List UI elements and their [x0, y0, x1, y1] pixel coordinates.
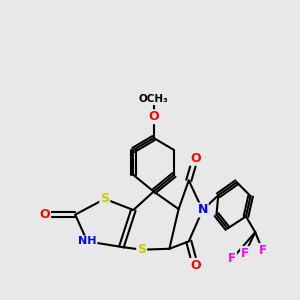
Text: N: N	[197, 203, 208, 217]
Text: S: S	[100, 192, 109, 206]
Text: O: O	[40, 208, 50, 221]
Text: O: O	[190, 152, 200, 165]
Text: O: O	[190, 259, 200, 272]
Text: S: S	[137, 243, 146, 256]
Text: F: F	[259, 244, 267, 257]
Text: F: F	[228, 252, 236, 266]
Text: O: O	[148, 110, 159, 123]
Text: NH: NH	[78, 236, 97, 246]
Text: OCH₃: OCH₃	[139, 94, 169, 104]
Text: F: F	[241, 247, 249, 260]
